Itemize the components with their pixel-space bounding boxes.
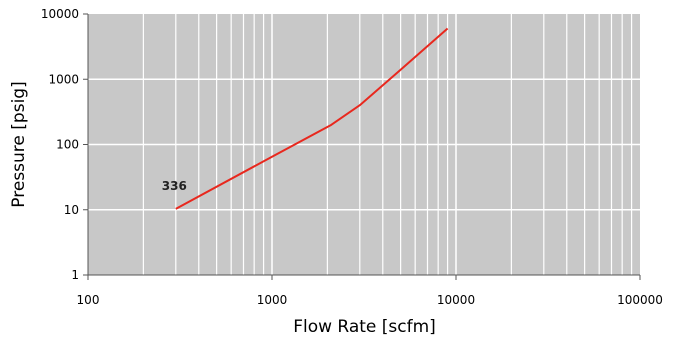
y-axis-title: Pressure [psig] — [9, 81, 29, 207]
x-axis-title: Flow Rate [scfm] — [293, 317, 436, 337]
series-label: 336 — [162, 179, 187, 193]
x-tick-label: 10000 — [437, 293, 475, 307]
x-tick-label: 1000 — [257, 293, 288, 307]
y-tick-label: 1 — [71, 268, 79, 282]
series-line-336 — [175, 27, 449, 210]
y-tick-label: 1000 — [48, 72, 79, 86]
grid-lines — [88, 14, 640, 275]
y-tick-label: 10000 — [41, 7, 79, 21]
x-tick-label: 100000 — [617, 293, 663, 307]
tick-labels: 100 1000 10000 100000 1 10 100 1000 10000 — [41, 7, 663, 307]
y-tick-label: 10 — [64, 203, 79, 217]
x-tick-label: 100 — [77, 293, 100, 307]
series-lines: 336 — [162, 27, 449, 210]
y-tick-label: 100 — [56, 138, 79, 152]
